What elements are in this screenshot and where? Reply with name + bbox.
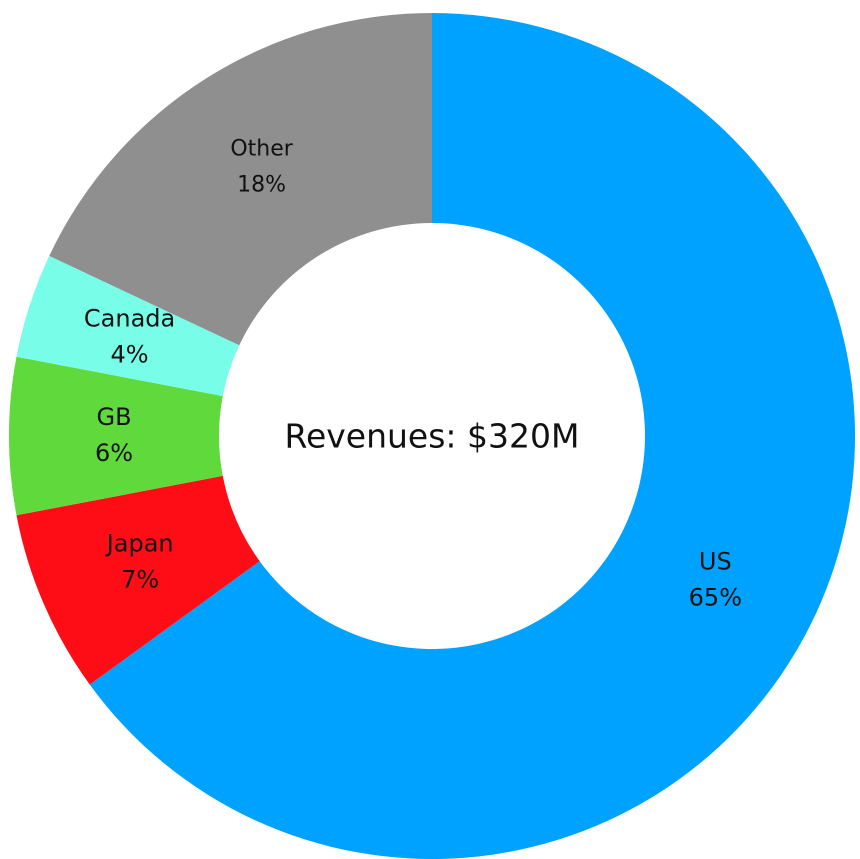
donut-slice	[8, 356, 223, 516]
slice-category-label: Japan	[105, 529, 174, 557]
center-label: Revenues: $320M	[285, 417, 580, 456]
slice-value-label: 65%	[689, 583, 742, 611]
donut-slice	[89, 13, 855, 859]
slice-category-label: GB	[96, 403, 131, 431]
slice-category-label: Canada	[84, 305, 175, 333]
slice-category-label: Other	[230, 137, 293, 162]
slice-value-label: 6%	[95, 439, 133, 467]
slice-value-label: 4%	[111, 341, 149, 369]
slice-value-label: 18%	[237, 173, 286, 198]
donut-slice	[16, 475, 260, 685]
slice-value-label: 7%	[121, 565, 159, 593]
donut-slice	[49, 13, 433, 346]
slice-category-label: US	[699, 547, 732, 575]
donut-slice	[16, 255, 240, 397]
